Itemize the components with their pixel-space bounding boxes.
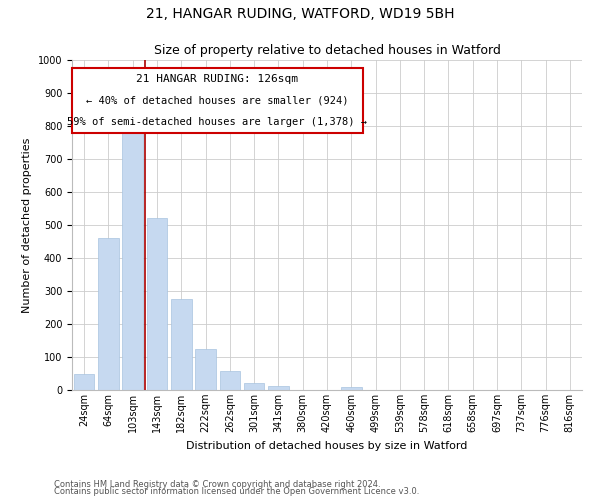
FancyBboxPatch shape <box>72 68 362 132</box>
Bar <box>268 386 289 390</box>
Bar <box>195 349 216 390</box>
Bar <box>171 299 191 390</box>
Bar <box>244 382 265 390</box>
Bar <box>98 238 119 390</box>
Text: 21 HANGAR RUDING: 126sqm: 21 HANGAR RUDING: 126sqm <box>136 74 298 84</box>
Bar <box>220 371 240 390</box>
Text: 21, HANGAR RUDING, WATFORD, WD19 5BH: 21, HANGAR RUDING, WATFORD, WD19 5BH <box>146 8 454 22</box>
Y-axis label: Number of detached properties: Number of detached properties <box>22 138 32 312</box>
Bar <box>341 388 362 390</box>
Text: ← 40% of detached houses are smaller (924): ← 40% of detached houses are smaller (92… <box>86 96 349 106</box>
Bar <box>146 218 167 390</box>
Bar <box>74 374 94 390</box>
Text: Contains public sector information licensed under the Open Government Licence v3: Contains public sector information licen… <box>54 487 419 496</box>
Text: Contains HM Land Registry data © Crown copyright and database right 2024.: Contains HM Land Registry data © Crown c… <box>54 480 380 489</box>
Text: 59% of semi-detached houses are larger (1,378) →: 59% of semi-detached houses are larger (… <box>67 116 367 126</box>
Bar <box>122 122 143 390</box>
X-axis label: Distribution of detached houses by size in Watford: Distribution of detached houses by size … <box>187 440 467 450</box>
Title: Size of property relative to detached houses in Watford: Size of property relative to detached ho… <box>154 44 500 58</box>
